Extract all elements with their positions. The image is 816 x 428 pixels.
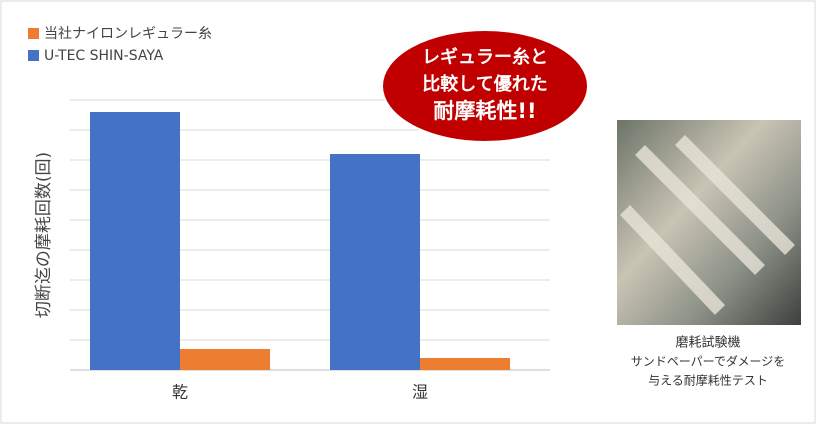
bar [90, 112, 180, 370]
legend-swatch [28, 28, 39, 39]
bar [420, 358, 510, 370]
callout-bubble [381, 29, 589, 143]
callout-text: 耐摩耗性!! [433, 99, 536, 123]
legend-label: 当社ナイロンレギュラー糸 [44, 26, 212, 42]
x-tick-label: 乾 [172, 383, 188, 402]
bar [180, 349, 270, 370]
y-axis-label: 切断迄の摩耗回数(回) [34, 152, 54, 318]
photo-title: 磨耗試験機 [675, 335, 740, 351]
bar [330, 154, 420, 370]
legend-swatch [28, 50, 39, 61]
photo-caption: サンドペーパーでダメージを [631, 354, 786, 369]
x-tick-label: 湿 [412, 383, 428, 402]
photo-detail [619, 135, 795, 315]
callout-text: レギュラー糸と [422, 46, 548, 68]
legend-label: U-TEC SHIN-SAYA [44, 48, 164, 64]
callout-text: 比較して優れた [422, 73, 547, 95]
photo-caption: 与える耐摩耗性テスト [648, 373, 768, 388]
